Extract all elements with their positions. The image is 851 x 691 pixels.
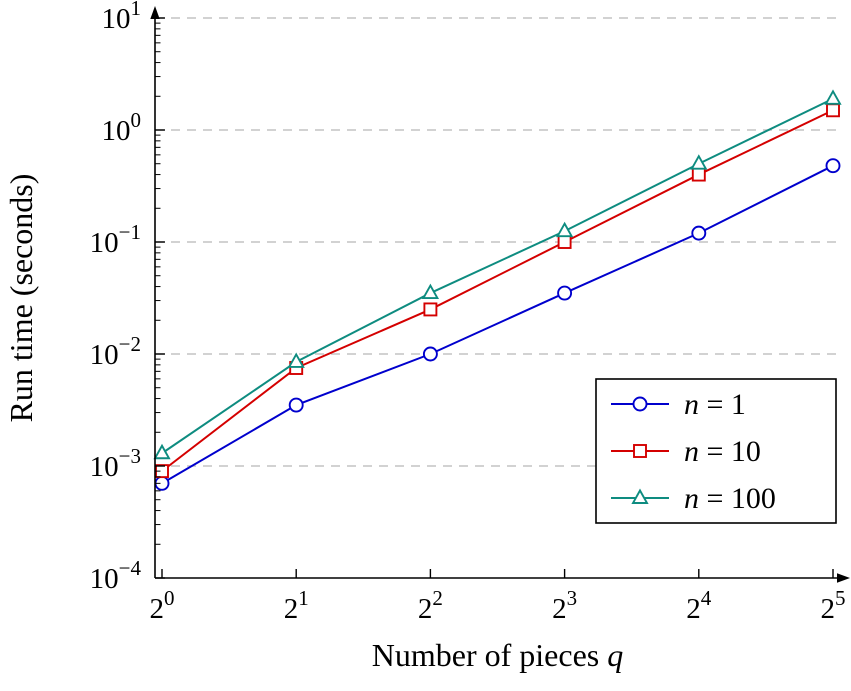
series-n=1 [154,158,841,491]
circle-marker [422,346,438,362]
series-line [161,109,834,472]
x-tick-label: 20 [150,586,175,625]
x-tick-label: 25 [821,586,846,625]
circle-marker [632,396,648,412]
y-tick-label: 100 [102,108,142,147]
square-marker [633,444,647,458]
x-axis-label: Number of pieces q [372,637,623,673]
y-tick-label: 10−1 [90,220,141,259]
y-axis-arrow-icon [150,6,160,19]
circle-marker [825,158,841,174]
x-axis-arrow-icon [837,573,850,583]
x-tick-label: 24 [686,586,712,625]
triangle-marker [287,352,305,368]
y-tick-label: 10−3 [90,444,141,483]
y-tick-label: 10−2 [90,332,141,371]
square-marker [423,302,438,317]
triangle-marker [631,488,649,504]
x-tick-label: 22 [418,586,443,625]
circle-marker [557,285,573,301]
grid-lines [155,17,843,467]
legend-item: n = 1 [611,388,746,421]
series-n=100 [153,89,842,460]
axes: 20 21 22 23 24 25 10−4 10−3 10−2 10−1 100 101 Run ti… [3,0,850,673]
legend-label: n = 10 [684,435,761,468]
x-tick-label: 23 [552,586,577,625]
legend-label: n = 1 [684,388,746,421]
square-marker [826,103,840,118]
legend: n = 1 n = 10 n = 100 [595,378,837,524]
legend-item: n = 10 [611,435,761,468]
triangle-marker [690,154,708,170]
series-line [161,97,834,455]
triangle-marker [421,283,440,300]
triangle-marker [824,89,842,105]
square-marker [557,235,572,249]
circle-marker [288,397,304,413]
square-marker [691,167,706,182]
triangle-marker [555,221,574,238]
x-tick-label: 21 [284,586,309,625]
triangle-marker [153,443,171,460]
y-tick-label: 101 [102,0,142,35]
series-line [161,164,834,485]
y-axis-label: Run time (seconds) [3,174,39,423]
series-group [153,89,842,491]
circle-marker [691,225,707,241]
y-tick-label: 10−4 [90,556,142,595]
legend-item: n = 100 [611,482,776,515]
legend-label: n = 100 [684,482,776,515]
